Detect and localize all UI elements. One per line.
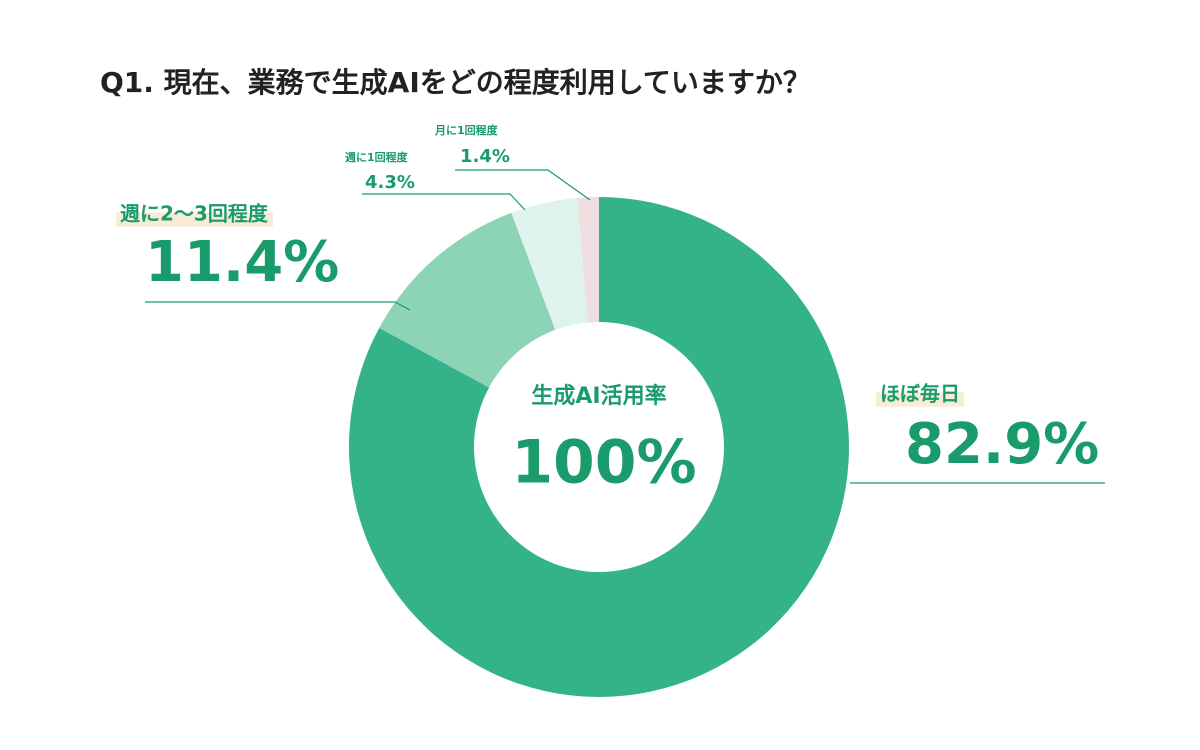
value-label: 4.3% [365,172,415,193]
leader-line [145,301,411,311]
center-value: 100% [511,428,696,498]
value-label: 1.4% [460,146,510,167]
category-label: 月に1回程度 [434,123,499,137]
center-label: 生成AI活用率 [531,383,666,409]
label-highlight [876,392,964,407]
category-label: 週に2〜3回程度 [120,202,269,226]
value-label: 82.9% [905,412,1099,477]
donut-slice [379,212,556,388]
donut-slice [511,197,589,330]
value-label: 11.4% [145,230,339,295]
leader-line [362,193,526,211]
category-label: 週に1回程度 [345,150,409,164]
donut-slice [349,197,850,697]
donut-slice [577,197,599,323]
chart-title: Q1. 現在、業務で生成AIをどの程度利用していますか？ [100,66,811,99]
label-highlight [116,212,273,227]
leader-line [455,169,591,201]
category-label: ほぼ毎日 [880,382,960,406]
